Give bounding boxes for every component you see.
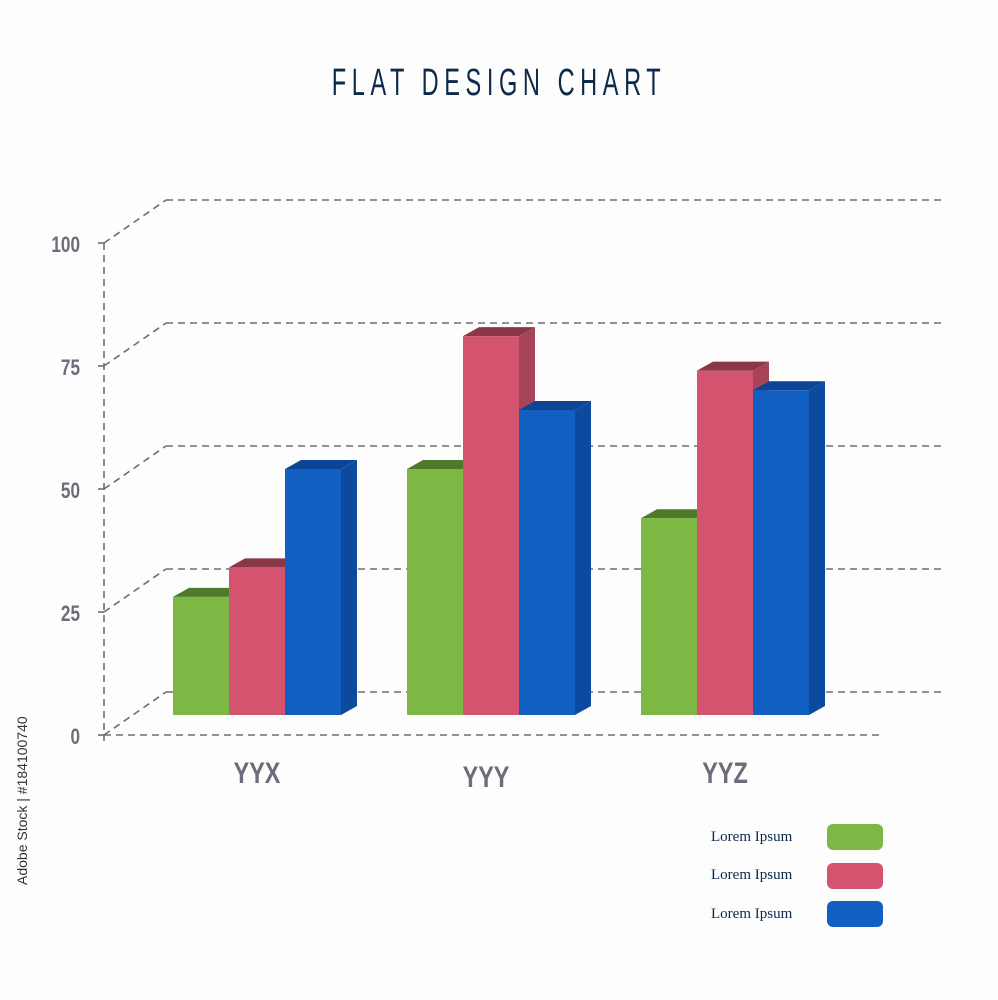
gridline-diagonal	[103, 568, 167, 613]
bar-yyx-s3	[285, 469, 341, 715]
legend-item-blue: Lorem Ipsum	[700, 895, 883, 934]
bar-top-yyy-s2	[463, 327, 535, 337]
legend-item-green: Lorem Ipsum	[700, 818, 883, 857]
y-tick-label: 100	[51, 233, 80, 258]
bar-top-yyz-s2	[697, 361, 769, 371]
category-label: YYY	[463, 760, 510, 793]
bar-yyx-s2	[229, 567, 285, 715]
bar-yyz-s3	[753, 390, 809, 715]
bar-yyx-s1	[173, 596, 229, 715]
legend-swatch-blue	[827, 901, 883, 928]
bar-top-yyy-s3	[519, 400, 591, 410]
gridline-diagonal	[103, 691, 167, 736]
bar-side-yyx-s3	[341, 460, 357, 715]
bar-yyy-s1	[407, 469, 463, 715]
bar-top-yyx-s1	[173, 587, 245, 597]
legend-item-pink: Lorem Ipsum	[700, 857, 883, 896]
bar-side-yyz-s3	[809, 381, 825, 715]
bar-top-yyz-s1	[641, 509, 713, 519]
gridline-diagonal	[103, 199, 167, 244]
bar-yyy-s3	[519, 409, 575, 715]
category-label: YYX	[234, 756, 281, 789]
bar-top-yyx-s3	[285, 460, 357, 469]
bar-top-yyx-s2	[229, 558, 301, 568]
gridline-diagonal	[103, 322, 167, 367]
bar-side-yyy-s3	[575, 400, 591, 715]
legend-swatch-green	[827, 824, 883, 851]
legend-label: Lorem Ipsum	[711, 828, 793, 845]
bar-yyy-s2	[463, 336, 519, 715]
y-tick-label: 0	[70, 725, 80, 750]
side-caption: Adobe Stock | #184100740	[14, 716, 30, 885]
legend: Lorem Ipsum Lorem Ipsum Lorem Ipsum	[700, 818, 883, 934]
legend-swatch-pink	[827, 862, 883, 889]
bar-top-yyz-s3	[753, 381, 825, 391]
legend-label: Lorem Ipsum	[711, 905, 793, 922]
gridline-diagonal	[103, 445, 167, 490]
y-tick-label: 75	[61, 356, 80, 381]
category-label: YYZ	[702, 756, 748, 789]
bar-yyz-s1	[641, 518, 697, 715]
bar-top-yyy-s1	[407, 460, 479, 469]
legend-label: Lorem Ipsum	[711, 867, 793, 884]
chart-title: FLAT DESIGN CHART	[331, 62, 667, 104]
bar-yyz-s2	[697, 370, 753, 715]
y-tick-label: 50	[61, 479, 80, 504]
y-tick-label: 25	[61, 602, 80, 627]
